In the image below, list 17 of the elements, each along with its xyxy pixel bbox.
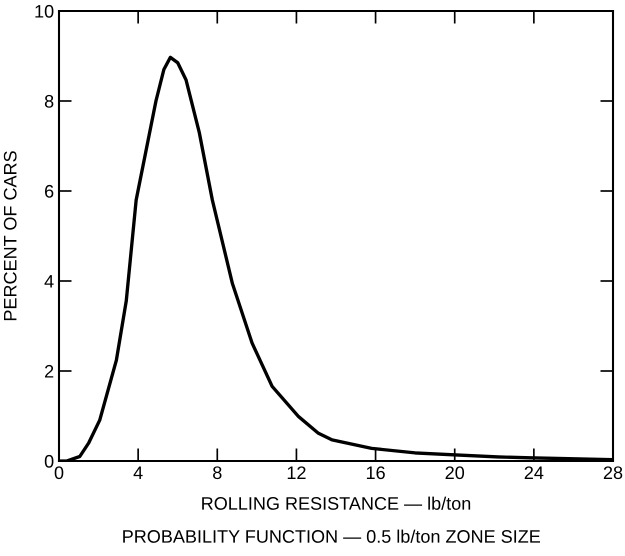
x-tick-label: 24 bbox=[524, 466, 544, 479]
x-tick-label: 28 bbox=[604, 466, 622, 480]
x-tick-label: 4 bbox=[134, 466, 143, 479]
x-tick-label: 12 bbox=[288, 466, 306, 479]
x-tick-label: 16 bbox=[366, 466, 385, 480]
y-axis-title: PERCENT OF CARS bbox=[4, 151, 17, 320]
x-tick-label: 0 bbox=[54, 466, 64, 480]
x-tick-label: 20 bbox=[446, 466, 464, 480]
y-tick-label: 8 bbox=[44, 94, 54, 108]
y-tick-label: 4 bbox=[44, 275, 54, 288]
y-tick-label: 2 bbox=[45, 364, 54, 378]
text: PROBABILITY FUNCTION — 0.5 lb/ton ZONE SIZE bbox=[123, 530, 540, 543]
y-tick-label: 0 bbox=[44, 454, 54, 468]
y-tick-label: 6 bbox=[45, 184, 54, 198]
y-tick-label: 10 bbox=[35, 4, 54, 18]
x-axis-title: ROLLING RESISTANCE — lb/ton bbox=[202, 496, 470, 510]
x-tick-label: 8 bbox=[213, 466, 222, 480]
